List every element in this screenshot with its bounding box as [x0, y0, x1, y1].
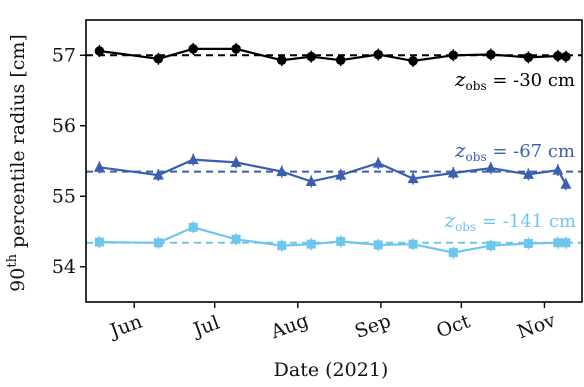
data-point — [306, 239, 316, 249]
data-point — [94, 46, 105, 56]
data-point — [486, 49, 496, 60]
annotation-subscript: obs — [466, 79, 487, 93]
data-point — [447, 166, 459, 178]
series-line — [99, 47, 566, 63]
y-tick-label: 56 — [52, 115, 76, 137]
data-point — [305, 175, 317, 186]
data-point — [553, 51, 563, 61]
data-point — [187, 153, 199, 165]
annotation-variable: z — [454, 138, 466, 162]
y-tick-label: 54 — [52, 256, 76, 278]
data-point — [231, 44, 241, 54]
data-point — [486, 241, 496, 251]
data-point — [408, 239, 418, 249]
data-point — [523, 52, 534, 63]
annotation-variable: z — [444, 208, 456, 232]
y-tick-label: 55 — [52, 185, 76, 207]
data-point — [230, 156, 242, 167]
series-annotation: zobs = -67 cm — [454, 138, 575, 164]
annotation-variable: z — [454, 67, 466, 91]
x-tick-label: Jul — [189, 312, 223, 342]
data-point — [561, 51, 571, 62]
data-point — [552, 164, 564, 175]
annotation-subscript: obs — [466, 150, 487, 164]
data-point — [188, 222, 198, 232]
series-annotation: zobs = -141 cm — [444, 208, 576, 234]
series-annotation: zobs = -30 cm — [454, 67, 575, 93]
data-point — [522, 168, 534, 179]
data-point — [335, 55, 346, 65]
data-point — [448, 50, 459, 61]
data-point — [276, 55, 287, 65]
annotation-value: = -30 cm — [487, 70, 575, 91]
plot-layer — [86, 42, 582, 259]
y-axis-label-sup: th — [5, 253, 20, 267]
plot-frame — [85, 19, 583, 303]
data-point — [373, 240, 383, 250]
data-point — [373, 49, 384, 60]
x-tick-label: Jun — [105, 311, 145, 343]
data-point — [336, 236, 346, 246]
data-point — [153, 53, 164, 64]
annotation-value: = -141 cm — [476, 211, 576, 232]
y-axis-label-rest: percentile radius [cm] — [7, 34, 29, 254]
annotation-subscript: obs — [455, 220, 476, 234]
data-point — [152, 169, 164, 180]
y-axis-label: 90th percentile radius [cm] — [5, 34, 29, 292]
x-tick-label: Sep — [352, 310, 394, 343]
y-tick-label: 57 — [52, 44, 76, 66]
x-tick-label: Nov — [514, 309, 558, 343]
data-point — [277, 241, 287, 251]
data-point — [372, 157, 384, 168]
x-tick-label: Oct — [434, 310, 474, 342]
series-line — [99, 158, 567, 185]
annotation-value: = -67 cm — [487, 141, 575, 162]
data-point — [553, 238, 563, 248]
x-tick-label: Aug — [267, 310, 311, 344]
data-point — [306, 51, 317, 62]
data-point — [407, 172, 419, 184]
data-point — [276, 165, 288, 177]
y-axis-label-main: 90 — [7, 268, 29, 292]
data-point — [93, 161, 105, 172]
data-point — [153, 238, 163, 248]
data-point — [335, 169, 347, 180]
data-point — [523, 238, 533, 248]
data-point — [408, 56, 418, 66]
data-point — [94, 237, 104, 247]
data-point — [561, 238, 571, 248]
series-line — [99, 226, 566, 254]
data-point — [485, 162, 497, 173]
data-point — [560, 178, 572, 189]
data-point — [448, 248, 458, 258]
data-point — [231, 234, 241, 244]
x-axis-label: Date (2021) — [274, 359, 389, 381]
data-point — [188, 44, 199, 54]
